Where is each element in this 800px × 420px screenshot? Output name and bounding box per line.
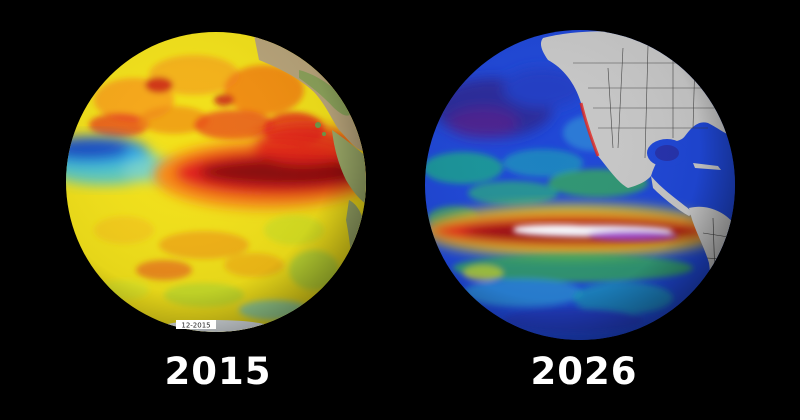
sst-globe-2026-image [425, 30, 735, 340]
year-label-2026: 2026 [530, 350, 638, 393]
year-label-2015: 2015 [164, 350, 272, 393]
globe-2015: 12-2015 [64, 30, 368, 334]
date-stamp-box [176, 320, 216, 329]
globe-2026 [423, 28, 737, 342]
sst-globe-2015-image: 12-2015 [66, 32, 366, 332]
date-stamp: 12-2015 [181, 322, 210, 330]
